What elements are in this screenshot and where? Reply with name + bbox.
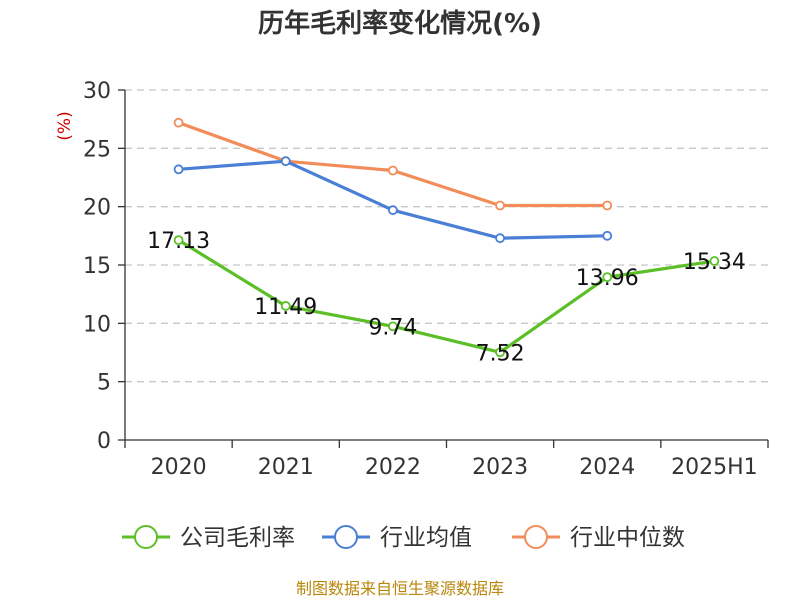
- data-point: [388, 205, 398, 216]
- x-tick-label: 2021: [258, 455, 314, 480]
- data-label: 15.34: [683, 250, 746, 275]
- y-tick-label: 15: [83, 254, 111, 279]
- data-label: 9.74: [368, 315, 417, 340]
- legend-label: 行业均值: [380, 525, 472, 551]
- legend-marker: [524, 525, 548, 549]
- data-point: [709, 256, 720, 266]
- data-point: [173, 117, 184, 128]
- data-point: [280, 156, 291, 167]
- data-label: 17.13: [147, 229, 210, 254]
- data-point: [602, 200, 613, 211]
- legend-marker: [134, 525, 158, 549]
- y-axis-unit-label: (%): [55, 111, 75, 140]
- legend-label: 行业中位数: [570, 525, 685, 551]
- data-point: [495, 233, 505, 244]
- y-tick-label: 10: [83, 312, 111, 337]
- data-point: [280, 301, 291, 311]
- x-tick-label: 2020: [151, 455, 207, 480]
- legend: 公司毛利率 行业均值 行业中位数: [122, 525, 685, 551]
- legend-marker: [334, 525, 358, 549]
- data-point: [388, 165, 398, 176]
- data-point: [173, 235, 184, 246]
- axes: 0 5 10 15 20 25 30 2020 2021 2022 2023 2024 2025H1: [83, 79, 769, 480]
- data-point: [388, 321, 398, 332]
- x-tick-label: 2022: [365, 455, 421, 480]
- data-label: 13.96: [576, 266, 639, 291]
- data-point: [495, 200, 505, 211]
- y-tick-label: 30: [83, 79, 111, 104]
- data-label: 11.49: [254, 295, 317, 320]
- data-labels: 17.13 11.49 9.74 7.52 13.96 15.34: [147, 229, 746, 366]
- x-tick-label: 2024: [579, 455, 635, 480]
- data-point: [602, 230, 613, 241]
- source-note: 制图数据来自恒生聚源数据库: [296, 579, 504, 598]
- x-tick-label: 2025H1: [671, 455, 758, 480]
- y-tick-label: 0: [97, 429, 111, 454]
- legend-label: 公司毛利率: [180, 525, 295, 551]
- y-tick-label: 20: [83, 196, 111, 221]
- y-tick-label: 5: [97, 371, 111, 396]
- series-lines: [173, 117, 720, 358]
- data-point: [602, 272, 613, 283]
- data-point: [495, 347, 505, 358]
- y-tick-label: 25: [83, 137, 111, 162]
- data-point: [173, 164, 184, 175]
- x-tick-label: 2023: [472, 455, 528, 480]
- chart-title: 历年毛利率变化情况(%): [258, 8, 542, 39]
- series-line: [177, 238, 715, 354]
- data-label: 7.52: [476, 341, 525, 366]
